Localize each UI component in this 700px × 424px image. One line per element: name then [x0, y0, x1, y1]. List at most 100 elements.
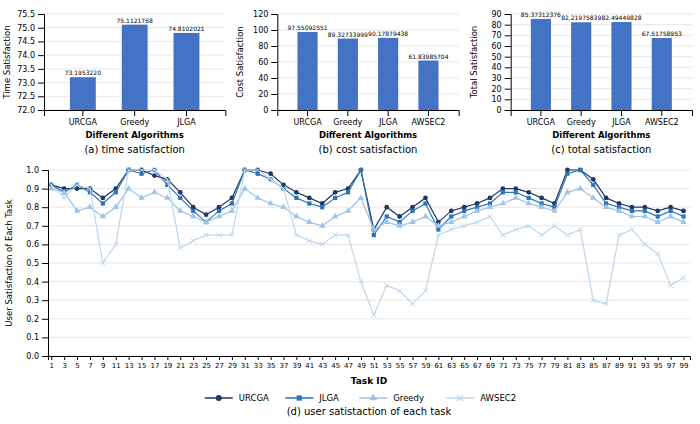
tick-label: 45: [331, 362, 340, 370]
marker: [616, 207, 622, 213]
tick-label: 74.5: [17, 37, 35, 46]
marker: [114, 190, 118, 194]
marker: [100, 196, 105, 201]
tick-label: 0.1: [26, 333, 39, 342]
bar: [571, 22, 591, 110]
tick: 69: [486, 356, 495, 370]
tick-mark: [38, 96, 44, 97]
tick-mark: [505, 67, 511, 68]
tick-label: URCGA: [293, 118, 322, 127]
tick-label: 53: [383, 362, 392, 370]
data-label: 74.8102021: [168, 25, 204, 32]
tick-mark: [505, 46, 511, 47]
tick-mark: [464, 356, 465, 360]
tick-mark: [271, 356, 272, 360]
caption: (b) cost satisfaction: [319, 144, 418, 155]
axis-title: Different Algorithms: [552, 130, 650, 140]
tick: JLGA: [176, 110, 196, 127]
marker: [500, 200, 506, 206]
tick-mark: [309, 356, 310, 360]
marker: [320, 242, 325, 247]
tick-label: 9: [101, 362, 105, 370]
caption: (d) user satistaction of each task: [287, 406, 452, 417]
bar: [531, 19, 551, 110]
tick-label: 69: [486, 362, 495, 370]
tick-label: 11: [112, 362, 121, 370]
tick-mark: [671, 356, 672, 360]
axis: URCGAGreedyJLGAAWSEC2: [278, 110, 459, 127]
axis-title: Cost Satisfaction: [235, 26, 245, 97]
tick: 45: [331, 356, 340, 370]
tick: 74.0: [17, 51, 44, 60]
tick: 87: [602, 356, 611, 370]
tick: 17: [151, 356, 160, 370]
data-label: 89.32733999: [328, 31, 368, 38]
marker: [217, 209, 221, 213]
tick-label: 15: [138, 362, 147, 370]
marker: [280, 203, 286, 209]
tick-label: AWSEC2: [412, 118, 446, 127]
tick: 0.5: [26, 259, 48, 268]
tick-label: URCGA: [69, 118, 98, 127]
tick-label: 5: [75, 362, 79, 370]
marker: [191, 209, 195, 213]
marker: [268, 177, 272, 181]
marker: [307, 196, 312, 201]
marker: [307, 238, 312, 243]
tick-label: Greedy: [567, 118, 596, 127]
marker: [49, 182, 54, 187]
tick-mark: [661, 110, 662, 116]
marker: [642, 213, 648, 219]
tick-mark: [425, 356, 426, 360]
tick-label: 89: [615, 362, 624, 370]
marker: [256, 172, 260, 176]
marker: [603, 203, 609, 209]
marker: [487, 214, 492, 219]
marker: [152, 173, 157, 178]
tick-label: 0.9: [26, 185, 39, 194]
tick-label: 55: [396, 362, 405, 370]
marker: [229, 207, 235, 213]
marker: [488, 196, 493, 201]
tick-mark: [505, 78, 511, 79]
marker: [578, 227, 583, 232]
tick-label: 17: [151, 362, 160, 370]
tick-label: 60: [491, 42, 501, 51]
bar: [297, 32, 317, 110]
marker: [100, 213, 106, 219]
tick-label: 39: [292, 362, 301, 370]
tick-label: 20: [258, 90, 268, 99]
marker: [346, 190, 350, 194]
marker: [539, 233, 544, 238]
tick: 73.5: [17, 65, 44, 74]
axis: 020406080100120: [253, 10, 278, 115]
tick-mark: [567, 356, 568, 360]
tick-label: JLGA: [176, 118, 196, 127]
tick: 61: [434, 356, 443, 370]
line: [51, 170, 683, 315]
marker: [164, 194, 170, 200]
marker: [138, 194, 144, 200]
tick: 7: [88, 356, 92, 370]
grid-line: [277, 14, 458, 15]
data-label: 73.1953220: [65, 69, 101, 76]
tick-label: 21: [176, 362, 185, 370]
tick: 73.0: [17, 79, 44, 88]
tick-label: AWSEC2: [645, 118, 679, 127]
marker: [435, 222, 441, 228]
tick-label: 80: [258, 42, 268, 51]
line-chart: 0.00.10.20.30.40.50.60.70.80.91.01357911…: [4, 166, 691, 417]
tick-mark: [645, 356, 646, 360]
tick-mark: [42, 263, 48, 264]
marker: [281, 186, 286, 191]
tick: 51: [370, 356, 379, 370]
bar: [378, 38, 398, 110]
marker: [203, 218, 209, 224]
marker: [642, 242, 647, 247]
marker: [513, 194, 519, 200]
marker: [667, 213, 673, 219]
marker: [268, 171, 273, 176]
marker: [100, 261, 105, 266]
tick-mark: [42, 356, 48, 357]
tick: 79: [551, 356, 560, 370]
